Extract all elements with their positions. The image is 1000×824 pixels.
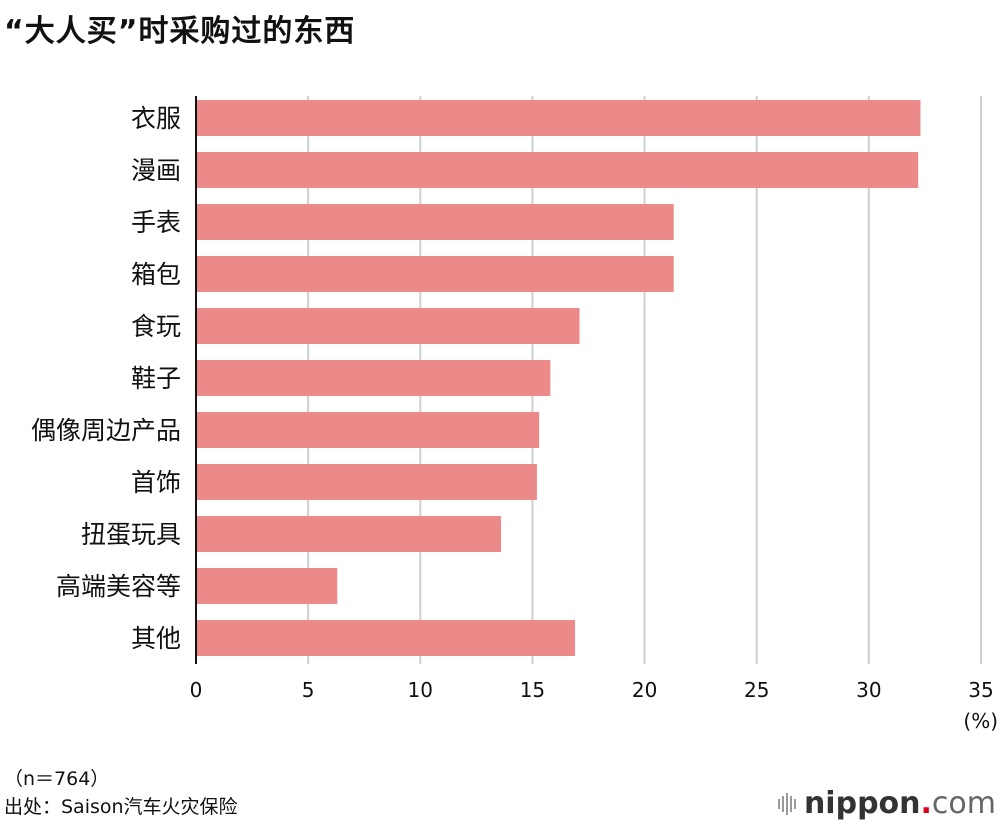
sample-size-note: （n＝764） bbox=[4, 768, 110, 790]
category-label: 首饰 bbox=[131, 468, 181, 497]
bar bbox=[196, 256, 674, 292]
x-tick-label: 0 bbox=[190, 678, 203, 702]
x-axis-unit: (%) bbox=[963, 709, 998, 733]
bar bbox=[196, 100, 921, 136]
x-tick-label: 5 bbox=[302, 678, 315, 702]
bar bbox=[196, 360, 551, 396]
logo-suffix: com bbox=[931, 786, 996, 821]
category-label: 鞋子 bbox=[131, 364, 181, 393]
category-label: 漫画 bbox=[131, 156, 181, 185]
x-tick-label: 20 bbox=[632, 678, 657, 702]
x-tick-label: 35 bbox=[968, 678, 993, 702]
logo-dot: . bbox=[920, 786, 932, 821]
category-label: 其他 bbox=[131, 624, 181, 653]
category-label: 箱包 bbox=[131, 260, 181, 289]
x-tick-label: 30 bbox=[856, 678, 881, 702]
bar bbox=[196, 308, 580, 344]
bar bbox=[196, 412, 540, 448]
x-tick-label: 10 bbox=[408, 678, 433, 702]
bar-chart: 0 5 10 15 20 25 30 35 (%) 衣服漫画手表箱包食玩鞋子偶像周边产品首饰扭蛋玩… bbox=[31, 96, 998, 733]
bar bbox=[196, 204, 674, 240]
category-label: 食玩 bbox=[131, 312, 181, 341]
x-tick-label: 15 bbox=[520, 678, 545, 702]
category-label: 高端美容等 bbox=[56, 572, 181, 601]
category-label: 偶像周边产品 bbox=[31, 416, 181, 445]
category-label: 手表 bbox=[131, 208, 181, 237]
chart-title: “大人买”时采购过的东西 bbox=[4, 14, 356, 49]
source-note: 出处：Saison汽车火灾保险 bbox=[4, 796, 238, 818]
bar bbox=[196, 568, 338, 604]
bar bbox=[196, 620, 576, 656]
nippon-logo: nippon. com bbox=[777, 786, 996, 821]
bar bbox=[196, 516, 502, 552]
logo-text: nippon bbox=[803, 786, 921, 821]
bar bbox=[196, 464, 537, 500]
category-label: 衣服 bbox=[131, 104, 181, 133]
x-tick-label: 25 bbox=[744, 678, 769, 702]
bar bbox=[196, 152, 919, 188]
logo-mark-icon bbox=[777, 792, 796, 815]
category-label: 扭蛋玩具 bbox=[81, 520, 181, 549]
